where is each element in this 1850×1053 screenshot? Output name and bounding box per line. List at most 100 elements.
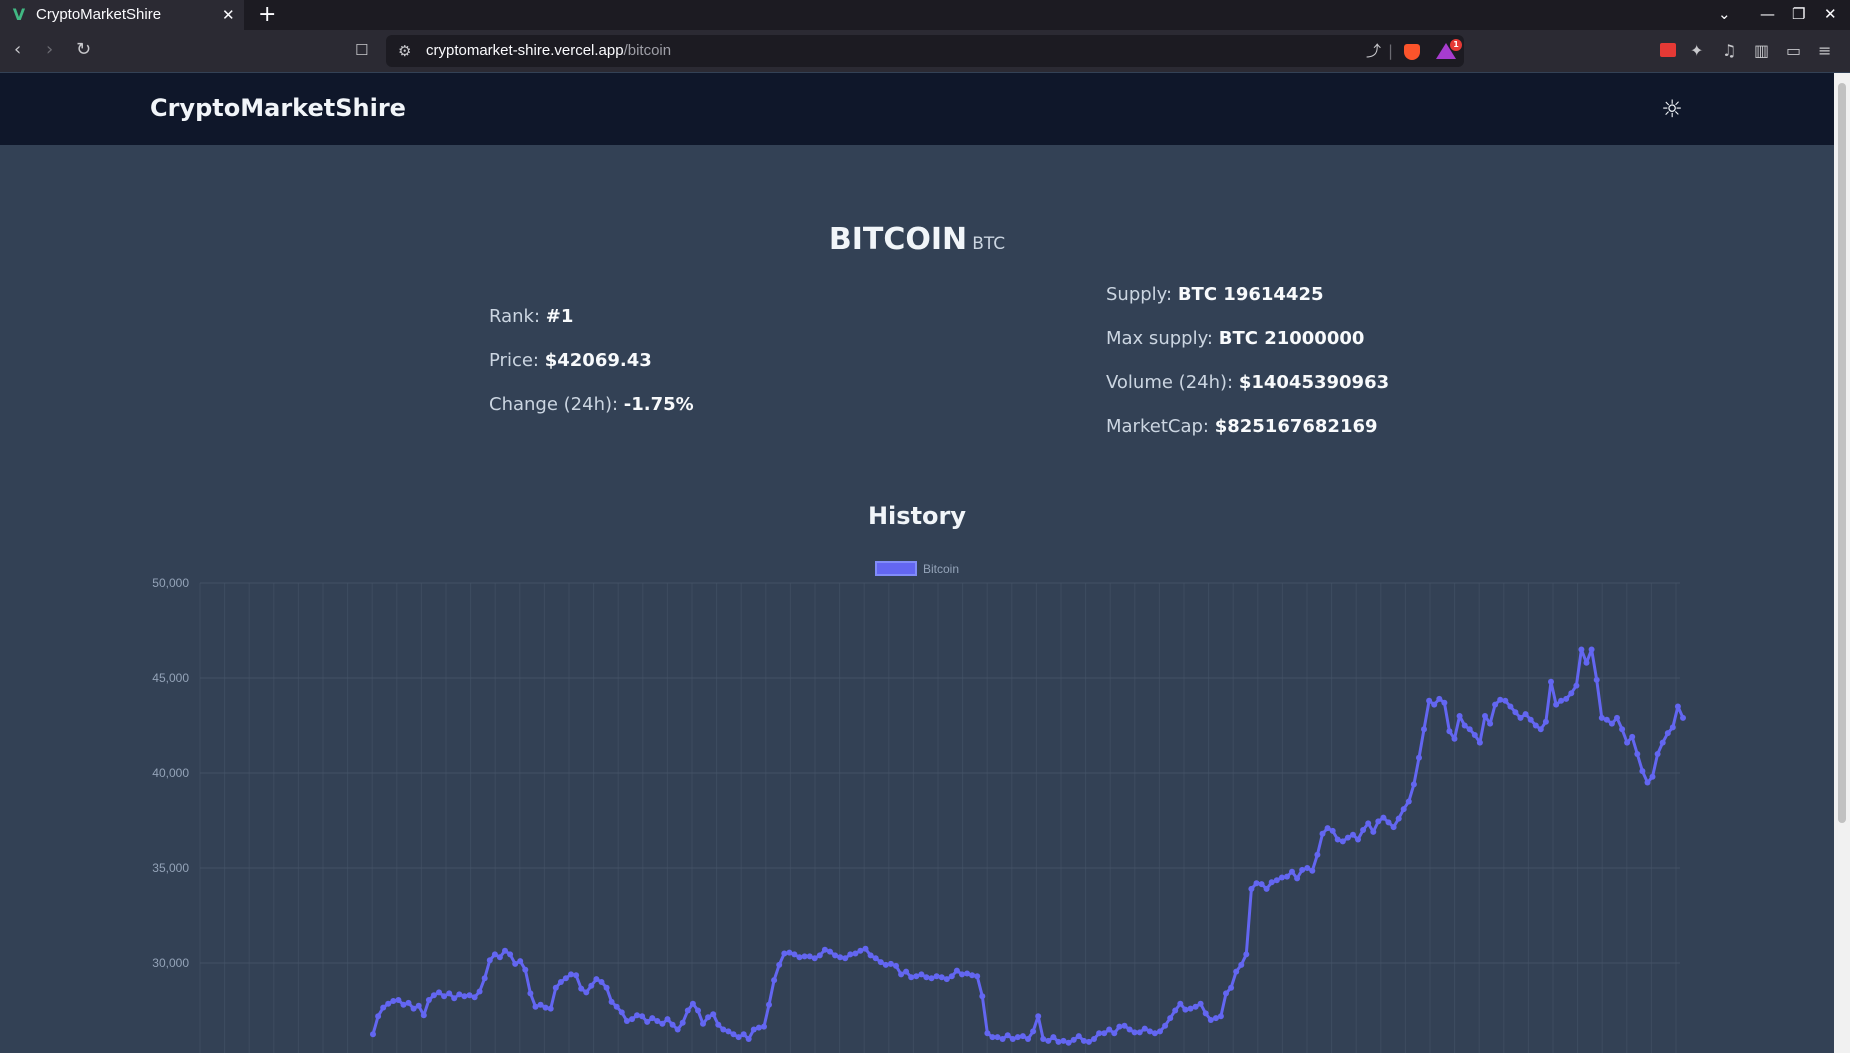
data-point <box>578 985 585 992</box>
data-point <box>1522 711 1529 718</box>
data-point <box>1253 880 1260 887</box>
data-point <box>943 976 950 983</box>
data-point <box>1466 726 1473 733</box>
data-point <box>893 962 899 969</box>
coin-name: BITCOIN <box>828 222 968 257</box>
data-point <box>740 1031 747 1038</box>
data-point <box>1573 682 1580 689</box>
data-point <box>1263 885 1270 892</box>
supply-stat: Supply: BTC 19614425 <box>1106 283 1324 307</box>
data-point <box>1482 713 1488 719</box>
data-point <box>1202 1010 1209 1017</box>
brave-shields-icon[interactable] <box>1404 44 1420 60</box>
data-point <box>649 1015 656 1022</box>
data-point <box>1126 1026 1133 1033</box>
forward-icon[interactable]: › <box>46 39 54 60</box>
data-point <box>1395 815 1402 822</box>
data-point <box>1014 1034 1021 1041</box>
data-point <box>1294 875 1301 882</box>
data-point <box>1329 827 1336 834</box>
data-point <box>502 947 508 954</box>
data-point <box>1537 726 1544 733</box>
tab-list-chevron-icon[interactable]: ⌄ <box>1718 5 1731 23</box>
data-point <box>1040 1036 1047 1042</box>
data-point <box>370 1031 376 1038</box>
data-point <box>466 992 473 999</box>
data-point <box>1182 1006 1189 1013</box>
data-point <box>857 947 864 954</box>
data-point <box>679 1019 686 1026</box>
data-point <box>1426 697 1433 704</box>
share-icon[interactable]: ⤴ <box>1366 42 1382 60</box>
brand-title[interactable]: CryptoMarketShire <box>150 94 406 122</box>
close-window-button[interactable]: ✕ <box>1824 5 1837 23</box>
data-point <box>1304 865 1311 871</box>
max-supply-value: BTC 21000000 <box>1218 328 1365 349</box>
legend-swatch <box>875 561 917 576</box>
data-point <box>425 997 432 1003</box>
data-point <box>710 1011 717 1018</box>
data-point <box>1603 716 1610 723</box>
data-point <box>1598 714 1605 721</box>
data-point <box>725 1028 732 1035</box>
data-point <box>684 1007 691 1014</box>
data-point <box>1111 1030 1118 1037</box>
data-point <box>1019 1033 1026 1040</box>
data-point <box>562 975 569 982</box>
reload-icon[interactable]: ↻ <box>76 39 92 60</box>
y-tick-label: 30,000 <box>152 956 189 970</box>
address-text[interactable]: cryptomarket-shire.vercel.app/bitcoin <box>426 42 671 60</box>
data-point <box>1091 1036 1097 1042</box>
data-point <box>598 979 605 985</box>
data-point <box>882 961 889 968</box>
data-point <box>1370 828 1377 835</box>
data-point <box>1446 728 1453 735</box>
change-value: -1.75% <box>623 394 694 415</box>
data-point <box>1070 1036 1077 1043</box>
data-point <box>1085 1038 1092 1045</box>
data-point <box>761 1023 767 1030</box>
extension-red-icon[interactable] <box>1660 43 1676 57</box>
marketcap-value: $825167682169 <box>1214 416 1378 437</box>
data-point <box>1319 830 1326 837</box>
extensions-puzzle-icon[interactable]: ✦ <box>1690 41 1704 60</box>
data-point <box>1146 1028 1153 1035</box>
price-value: $42069.43 <box>544 350 652 371</box>
data-point <box>623 1018 630 1024</box>
data-point <box>1492 701 1499 708</box>
data-point <box>1055 1038 1062 1045</box>
data-point <box>821 946 828 953</box>
data-point <box>801 953 808 960</box>
back-icon[interactable]: ‹ <box>14 39 22 60</box>
data-point <box>1101 1030 1108 1037</box>
site-info-icon[interactable]: ⚙ <box>398 42 412 60</box>
page-scrollbar[interactable] <box>1834 73 1850 1053</box>
browser-tab[interactable]: V CryptoMarketShire ✕ <box>0 0 244 30</box>
wallet-icon[interactable]: ▭ <box>1786 41 1802 60</box>
data-point <box>887 960 894 967</box>
app-header: CryptoMarketShire ☼ <box>0 73 1834 145</box>
volume-stat: Volume (24h): $14045390963 <box>1106 371 1389 395</box>
menu-hamburger-icon[interactable]: ≡ <box>1818 41 1832 60</box>
close-tab-icon[interactable]: ✕ <box>222 6 235 24</box>
data-point <box>507 951 514 958</box>
data-point <box>1527 716 1534 723</box>
data-point <box>405 999 412 1006</box>
supply-value: BTC 19614425 <box>1177 284 1324 305</box>
sidebar-toggle-icon[interactable]: ▥ <box>1754 41 1770 60</box>
address-bar[interactable]: ⚙ cryptomarket-shire.vercel.app/bitcoin … <box>386 35 1464 67</box>
minimize-window-button[interactable]: — <box>1760 5 1775 23</box>
sun-icon[interactable]: ☼ <box>1661 95 1683 123</box>
new-tab-button[interactable]: + <box>258 2 277 27</box>
data-point <box>1548 678 1554 685</box>
data-point <box>430 992 437 999</box>
data-point <box>1309 867 1316 874</box>
data-point <box>1243 951 1250 958</box>
scrollbar-thumb[interactable] <box>1838 83 1846 823</box>
data-point <box>568 971 574 978</box>
restore-window-button[interactable]: ❐ <box>1792 5 1806 23</box>
media-music-icon[interactable]: ♫ <box>1722 41 1737 60</box>
bookmark-icon[interactable]: ☐ <box>355 41 369 59</box>
data-point <box>400 1001 407 1008</box>
data-point <box>1669 724 1676 731</box>
